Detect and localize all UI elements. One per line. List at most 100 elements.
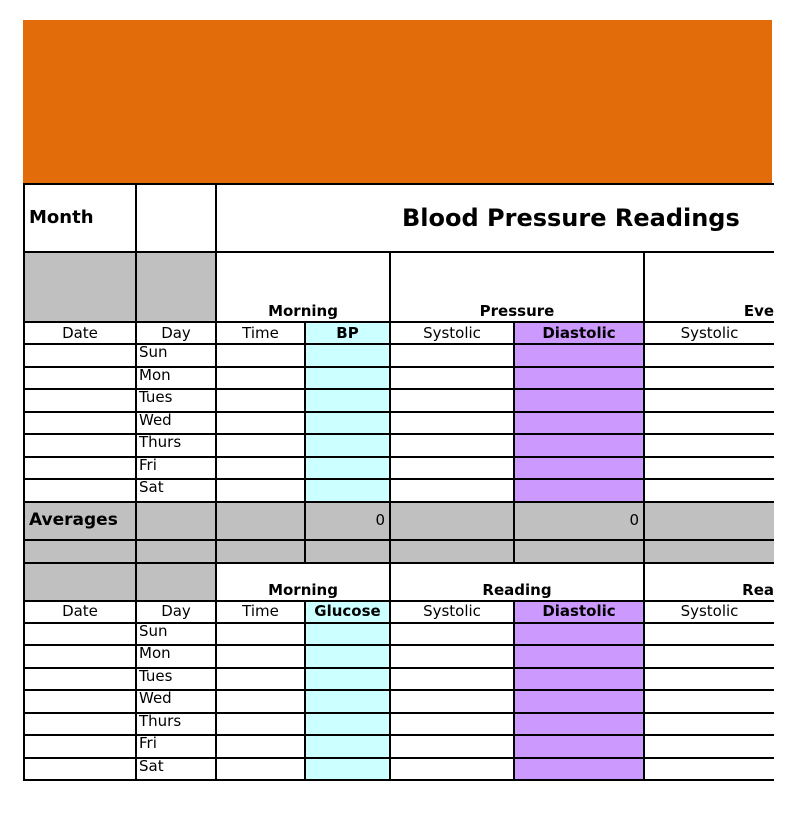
entry-cell[interactable] [642, 455, 775, 480]
month-value-cell[interactable] [135, 183, 217, 253]
entry-cell[interactable] [215, 621, 306, 646]
entry-cell[interactable] [304, 388, 391, 413]
column-header: Diastolic [513, 321, 645, 345]
entry-cell[interactable] [23, 410, 137, 435]
entry-cell[interactable] [513, 734, 645, 759]
entry-cell[interactable] [215, 388, 306, 413]
entry-cell[interactable] [215, 478, 306, 503]
entry-cell[interactable] [642, 621, 775, 646]
entry-cell[interactable] [215, 410, 306, 435]
entry-cell[interactable] [389, 388, 515, 413]
entry-cell[interactable] [389, 689, 515, 714]
entry-cell[interactable] [215, 756, 306, 781]
entry-cell[interactable] [389, 410, 515, 435]
entry-cell[interactable] [513, 478, 645, 503]
entry-cell[interactable] [642, 756, 775, 781]
entry-cell[interactable] [389, 644, 515, 669]
entry-cell[interactable] [389, 455, 515, 480]
entry-cell[interactable] [215, 711, 306, 736]
entry-cell[interactable] [389, 666, 515, 691]
entry-cell[interactable] [642, 689, 775, 714]
entry-cell[interactable] [215, 433, 306, 458]
entry-cell[interactable] [513, 621, 645, 646]
entry-cell[interactable] [389, 734, 515, 759]
entry-cell[interactable] [642, 666, 775, 691]
entry-cell[interactable] [642, 433, 775, 458]
entry-cell[interactable] [304, 365, 391, 390]
entry-cell[interactable] [642, 365, 775, 390]
entry-cell[interactable] [23, 734, 137, 759]
day-label: Tues [135, 388, 217, 413]
entry-cell[interactable] [389, 433, 515, 458]
entry-cell[interactable] [513, 666, 645, 691]
entry-cell[interactable] [304, 644, 391, 669]
entry-cell[interactable] [389, 343, 515, 368]
entry-cell[interactable] [23, 666, 137, 691]
entry-cell[interactable] [642, 644, 775, 669]
entry-cell[interactable] [513, 343, 645, 368]
entry-cell[interactable] [513, 365, 645, 390]
day-label: Sat [135, 756, 217, 781]
entry-cell[interactable] [304, 756, 391, 781]
entry-cell[interactable] [23, 621, 137, 646]
shaded-cell [642, 538, 775, 564]
day-label: Fri [135, 734, 217, 759]
entry-cell[interactable] [642, 410, 775, 435]
entry-cell[interactable] [513, 455, 645, 480]
shaded-cell [304, 538, 391, 564]
entry-cell[interactable] [513, 410, 645, 435]
entry-cell[interactable] [23, 711, 137, 736]
entry-cell[interactable] [642, 734, 775, 759]
entry-cell[interactable] [215, 689, 306, 714]
column-header: Day [135, 321, 217, 345]
entry-cell[interactable] [304, 478, 391, 503]
entry-cell[interactable] [513, 644, 645, 669]
entry-cell[interactable] [389, 621, 515, 646]
entry-cell[interactable] [513, 711, 645, 736]
entry-cell[interactable] [23, 343, 137, 368]
entry-cell[interactable] [389, 756, 515, 781]
shaded-cell [23, 561, 137, 602]
entry-cell[interactable] [23, 388, 137, 413]
table-row: Sat [23, 756, 775, 781]
entry-cell[interactable] [215, 644, 306, 669]
entry-cell[interactable] [23, 689, 137, 714]
entry-cell[interactable] [304, 666, 391, 691]
entry-cell[interactable] [642, 388, 775, 413]
entry-cell[interactable] [513, 756, 645, 781]
entry-cell[interactable] [304, 343, 391, 368]
column-header: Glucose [304, 599, 391, 624]
entry-cell[interactable] [215, 343, 306, 368]
entry-cell[interactable] [513, 689, 645, 714]
entry-cell[interactable] [389, 365, 515, 390]
table-row: Sat [23, 478, 775, 503]
shaded-cell [135, 251, 217, 323]
entry-cell[interactable] [23, 644, 137, 669]
entry-cell[interactable] [389, 478, 515, 503]
entry-cell[interactable] [304, 621, 391, 646]
entry-cell[interactable] [23, 365, 137, 390]
entry-cell[interactable] [215, 365, 306, 390]
column-header: Systolic [389, 321, 515, 345]
entry-cell[interactable] [304, 711, 391, 736]
entry-cell[interactable] [23, 478, 137, 503]
entry-cell[interactable] [304, 689, 391, 714]
entry-cell[interactable] [642, 478, 775, 503]
month-label: Month [23, 183, 137, 253]
entry-cell[interactable] [642, 343, 775, 368]
entry-cell[interactable] [23, 756, 137, 781]
entry-cell[interactable] [389, 711, 515, 736]
entry-cell[interactable] [304, 734, 391, 759]
entry-cell[interactable] [513, 388, 645, 413]
entry-cell[interactable] [215, 734, 306, 759]
entry-cell[interactable] [304, 433, 391, 458]
entry-cell[interactable] [215, 666, 306, 691]
entry-cell[interactable] [642, 711, 775, 736]
table-row: Fri [23, 455, 775, 480]
entry-cell[interactable] [215, 455, 306, 480]
entry-cell[interactable] [304, 410, 391, 435]
entry-cell[interactable] [304, 455, 391, 480]
entry-cell[interactable] [513, 433, 645, 458]
entry-cell[interactable] [23, 433, 137, 458]
entry-cell[interactable] [23, 455, 137, 480]
